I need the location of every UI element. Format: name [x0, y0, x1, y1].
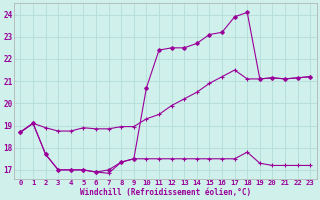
- X-axis label: Windchill (Refroidissement éolien,°C): Windchill (Refroidissement éolien,°C): [80, 188, 251, 197]
